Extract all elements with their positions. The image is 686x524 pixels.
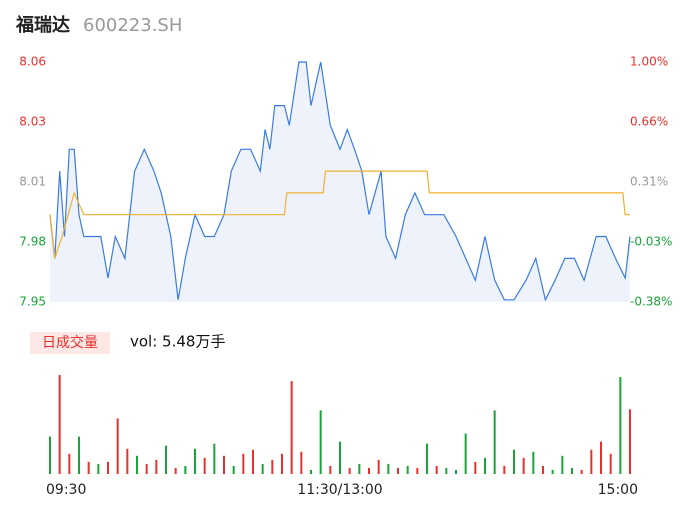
volume-bar: [261, 463, 264, 474]
volume-bar: [377, 459, 380, 474]
volume-bar: [590, 449, 593, 474]
y2-tick-label: 0.66%: [630, 115, 668, 129]
volume-bar: [629, 409, 631, 474]
volume-bar: [126, 448, 129, 474]
volume-bar: [619, 377, 622, 474]
volume-bar: [49, 436, 51, 474]
volume-bar: [252, 449, 254, 474]
volume-bar: [87, 461, 90, 474]
volume-bar: [339, 441, 341, 474]
y2-tick-label: 0.31%: [630, 175, 668, 189]
volume-bar: [416, 467, 419, 474]
y-tick-label: 7.95: [19, 295, 46, 309]
volume-bar: [348, 467, 351, 474]
volume-bar: [397, 467, 399, 474]
x-tick-label: 11:30/13:00: [297, 482, 382, 498]
y-tick-label: 8.03: [19, 115, 46, 129]
volume-bar: [387, 463, 390, 474]
volume-bar: [97, 463, 100, 474]
volume-bar: [174, 467, 177, 474]
volume-bar: [513, 449, 515, 474]
volume-bar: [368, 467, 370, 474]
volume-bar: [542, 465, 544, 474]
volume-bar: [358, 463, 361, 474]
volume-bar: [484, 457, 486, 474]
volume-bar: [155, 459, 158, 474]
stock-name: 福瑞达: [15, 14, 70, 36]
volume-bar: [203, 457, 206, 474]
volume-bar: [281, 453, 283, 474]
price-area: [50, 62, 630, 302]
volume-bar: [455, 469, 457, 474]
volume-bar: [213, 443, 216, 474]
y-tick-label: 8.06: [19, 55, 46, 69]
volume-bar: [532, 451, 535, 474]
volume-bar: [242, 453, 245, 474]
volume-bar: [580, 469, 583, 474]
volume-label: vol: 5.48万手: [130, 333, 225, 351]
volume-bar: [68, 453, 71, 474]
volume-bar: [310, 469, 312, 474]
volume-tag-bg: [30, 332, 110, 354]
volume-bar: [271, 459, 274, 474]
volume-bar: [58, 375, 61, 474]
volume-bar: [165, 445, 167, 474]
volume-bar: [493, 410, 496, 474]
volume-bar: [116, 418, 119, 474]
y-tick-label: 7.98: [19, 235, 46, 249]
volume-bar: [232, 465, 235, 474]
volume-bar: [600, 441, 602, 474]
y2-tick-label: -0.03%: [630, 235, 672, 249]
y-tick-label: 8.01: [19, 175, 46, 189]
price-line: [49, 61, 631, 302]
volume-bar: [503, 465, 506, 474]
volume-bar: [571, 467, 573, 474]
volume-bar: [300, 451, 303, 474]
volume-bar: [319, 410, 322, 474]
volume-bar: [329, 465, 332, 474]
volume-bar: [194, 448, 196, 474]
x-tick-label: 09:30: [46, 482, 86, 498]
volume-bar: [551, 469, 554, 474]
volume-bar: [223, 455, 225, 474]
y2-tick-label: 1.00%: [630, 55, 668, 69]
volume-bar: [290, 381, 293, 474]
volume-bar: [406, 465, 409, 474]
volume-bar: [474, 461, 477, 474]
volume-bar: [136, 455, 138, 474]
volume-bar: [107, 461, 109, 474]
volume-bar: [435, 465, 438, 474]
volume-bar: [609, 453, 612, 474]
volume-bar: [522, 457, 525, 474]
volume-bar: [464, 433, 467, 474]
stock-code: 600223.SH: [83, 15, 182, 36]
volume-bar: [561, 455, 564, 474]
x-tick-label: 15:00: [598, 482, 638, 498]
volume-bar: [78, 436, 80, 474]
volume-bar: [145, 463, 148, 474]
volume-bar: [426, 443, 428, 474]
volume-bar: [445, 467, 448, 474]
volume-bar: [184, 465, 187, 474]
average-line: [49, 170, 630, 259]
volume-tag: 日成交量: [42, 334, 98, 351]
y2-tick-label: -0.38%: [630, 295, 672, 309]
